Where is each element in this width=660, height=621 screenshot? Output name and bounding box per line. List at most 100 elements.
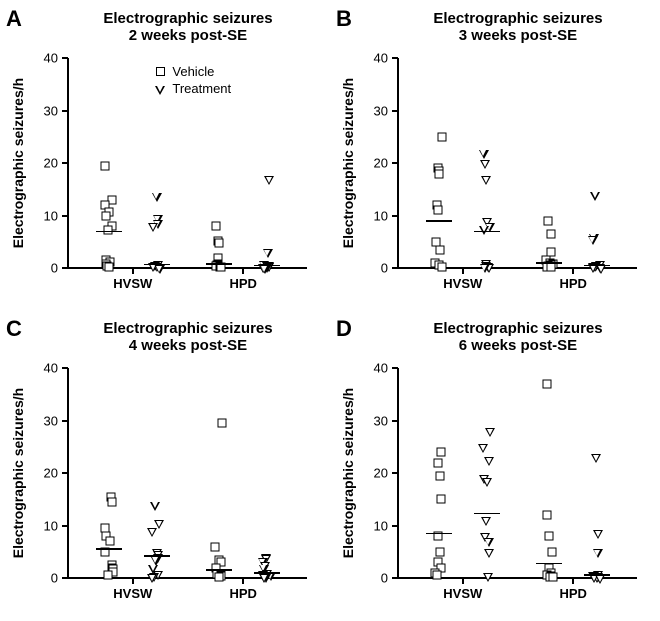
data-point-vehicle xyxy=(218,419,227,428)
y-tick xyxy=(392,367,398,369)
panel-C: CElectrographic seizures4 weeks post-SE0… xyxy=(0,310,330,620)
data-point-vehicle xyxy=(543,511,552,520)
data-point-vehicle xyxy=(434,458,443,467)
x-tick xyxy=(242,268,244,274)
panel-title-line1: Electrographic seizures xyxy=(398,320,638,337)
y-axis-label: Electrographic seizures/h xyxy=(340,73,356,253)
panel-label-D: D xyxy=(336,316,352,342)
x-tick xyxy=(572,268,574,274)
median-line-vehicle xyxy=(426,220,452,222)
x-group-label-HPD: HPD xyxy=(559,276,586,291)
y-axis-label: Electrographic seizures/h xyxy=(10,383,26,563)
data-point-vehicle xyxy=(214,573,223,582)
median-line-vehicle xyxy=(206,263,232,265)
legend-item: Treatment xyxy=(154,81,231,96)
median-line-treatment xyxy=(584,265,610,267)
x-tick xyxy=(132,268,134,274)
y-tick-label: 40 xyxy=(34,51,58,66)
median-line-treatment xyxy=(474,231,500,233)
panel-label-C: C xyxy=(6,316,22,342)
data-point-vehicle xyxy=(544,216,553,225)
panel-title-D: Electrographic seizures6 weeks post-SE xyxy=(398,320,638,355)
x-tick xyxy=(572,578,574,584)
square-marker-icon xyxy=(154,66,166,78)
x-group-label-HPD: HPD xyxy=(229,276,256,291)
median-line-vehicle xyxy=(536,262,562,264)
x-group-label-HVSW: HVSW xyxy=(113,276,152,291)
legend: Vehicle Treatment xyxy=(154,64,231,98)
panel-title-line2: 6 weeks post-SE xyxy=(398,337,638,354)
data-point-vehicle xyxy=(543,379,552,388)
y-tick xyxy=(62,162,68,164)
data-point-vehicle xyxy=(211,542,220,551)
y-tick-label: 20 xyxy=(364,466,388,481)
median-line-treatment xyxy=(254,265,280,267)
y-tick-label: 10 xyxy=(34,518,58,533)
data-point-vehicle xyxy=(546,263,555,272)
median-line-treatment xyxy=(144,555,170,557)
data-point-vehicle xyxy=(547,229,556,238)
data-point-vehicle xyxy=(107,497,116,506)
y-tick xyxy=(62,472,68,474)
y-tick-label: 0 xyxy=(364,571,388,586)
median-line-vehicle xyxy=(96,548,122,550)
panel-title-C: Electrographic seizures4 weeks post-SE xyxy=(68,320,308,355)
data-point-vehicle xyxy=(435,471,444,480)
median-line-treatment xyxy=(584,574,610,576)
y-tick-label: 20 xyxy=(364,156,388,171)
median-line-vehicle xyxy=(536,563,562,565)
panel-B: BElectrographic seizures3 weeks post-SE0… xyxy=(330,0,660,310)
panel-title-line1: Electrographic seizures xyxy=(398,10,638,27)
x-group-label-HPD: HPD xyxy=(559,586,586,601)
panel-title-B: Electrographic seizures3 weeks post-SE xyxy=(398,10,638,45)
x-tick xyxy=(462,268,464,274)
panel-A: AElectrographic seizures2 weeks post-SE0… xyxy=(0,0,330,310)
data-point-vehicle xyxy=(106,537,115,546)
data-point-vehicle xyxy=(436,495,445,504)
y-tick xyxy=(62,577,68,579)
y-tick xyxy=(62,215,68,217)
y-tick xyxy=(392,57,398,59)
y-tick xyxy=(392,577,398,579)
y-tick-label: 0 xyxy=(34,261,58,276)
panel-title-line2: 3 weeks post-SE xyxy=(398,27,638,44)
y-tick xyxy=(62,110,68,112)
y-tick xyxy=(62,525,68,527)
x-group-label-HPD: HPD xyxy=(229,586,256,601)
y-tick xyxy=(62,267,68,269)
y-tick-label: 30 xyxy=(364,413,388,428)
legend-label: Vehicle xyxy=(172,64,214,79)
y-tick xyxy=(62,367,68,369)
y-tick-label: 0 xyxy=(364,261,388,276)
data-point-vehicle xyxy=(549,573,558,582)
y-tick-label: 30 xyxy=(34,103,58,118)
y-axis-label: Electrographic seizures/h xyxy=(340,383,356,563)
median-line-vehicle xyxy=(426,533,452,535)
data-point-vehicle xyxy=(438,132,447,141)
y-tick xyxy=(62,57,68,59)
y-tick xyxy=(62,420,68,422)
data-point-vehicle xyxy=(544,532,553,541)
median-line-treatment xyxy=(474,513,500,515)
data-point-vehicle xyxy=(105,263,114,272)
y-tick-label: 10 xyxy=(364,518,388,533)
data-point-vehicle xyxy=(215,238,224,247)
y-tick xyxy=(392,110,398,112)
median-line-treatment xyxy=(144,264,170,266)
plot-area-B: 010203040HVSWHPD xyxy=(398,58,638,268)
y-tick-label: 40 xyxy=(364,361,388,376)
data-point-vehicle xyxy=(104,571,113,580)
data-point-vehicle xyxy=(435,547,444,556)
plot-area-D: 010203040HVSWHPD xyxy=(398,368,638,578)
data-point-vehicle xyxy=(212,222,221,231)
y-tick xyxy=(392,215,398,217)
figure-container: AElectrographic seizures2 weeks post-SE0… xyxy=(0,0,660,621)
y-tick-label: 20 xyxy=(34,156,58,171)
median-line-vehicle xyxy=(206,569,232,571)
data-point-vehicle xyxy=(436,245,445,254)
data-point-vehicle xyxy=(102,211,111,220)
x-group-label-HVSW: HVSW xyxy=(113,586,152,601)
panel-title-A: Electrographic seizures2 weeks post-SE xyxy=(68,10,308,45)
y-tick-label: 10 xyxy=(34,208,58,223)
data-point-vehicle xyxy=(100,161,109,170)
